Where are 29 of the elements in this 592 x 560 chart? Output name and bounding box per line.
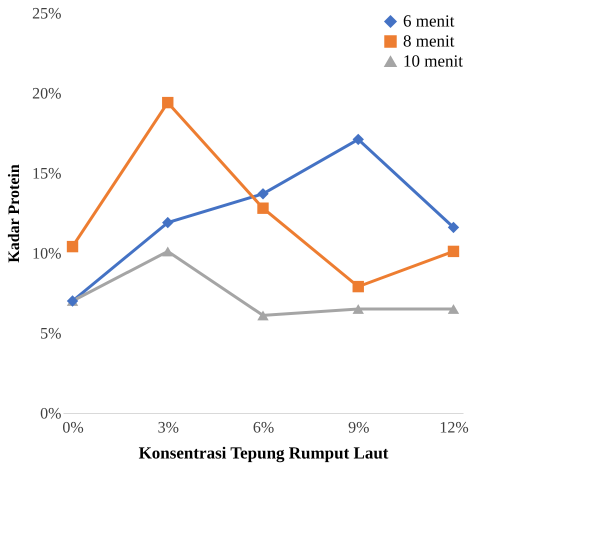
point xyxy=(257,310,269,320)
y-tick-label: 25% xyxy=(32,6,62,22)
point xyxy=(162,96,174,108)
y-tick-label: 0% xyxy=(40,406,62,422)
x-tick-label: 12% xyxy=(439,420,469,436)
x-tick-label: 3% xyxy=(158,420,179,436)
x-tick-label: 0% xyxy=(62,420,84,436)
point xyxy=(162,246,174,256)
point xyxy=(66,240,78,252)
x-tick-label: 6% xyxy=(252,420,274,436)
point xyxy=(257,188,269,200)
x-axis-title: Konsentrasi Tepung Rumput Laut xyxy=(138,444,389,462)
y-tick-label: 15% xyxy=(32,166,62,182)
point xyxy=(352,280,364,292)
y-tick-label: 10% xyxy=(32,246,62,262)
point xyxy=(257,202,269,214)
y-tick-label: 5% xyxy=(40,326,62,342)
legend-label: 10 menit xyxy=(403,52,464,70)
y-axis-title: Kadar Protein xyxy=(6,164,24,263)
legend-label: 8 menit xyxy=(403,32,455,50)
point xyxy=(448,246,460,258)
point xyxy=(448,304,460,314)
point xyxy=(352,134,364,146)
point xyxy=(162,216,174,228)
point xyxy=(352,304,364,314)
x-tick-label: 9% xyxy=(348,420,370,436)
legend-label: 6 menit xyxy=(403,12,455,30)
y-tick-label: 20% xyxy=(32,86,62,102)
point xyxy=(448,222,460,234)
